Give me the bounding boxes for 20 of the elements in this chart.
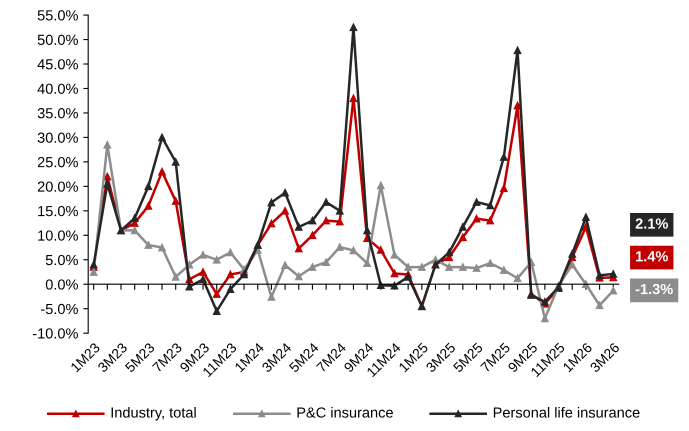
legend-label: Personal life insurance: [494, 406, 640, 418]
data-label: 1.4%: [636, 251, 668, 262]
y-tick-label: 35.0%: [38, 108, 78, 118]
data-label: -1.3%: [636, 284, 673, 294]
y-tick-label: 0.0%: [46, 279, 78, 290]
y-tick-label: 40.0%: [37, 84, 78, 94]
y-tick-label: -10.0%: [32, 328, 78, 339]
y-tick-label: 30.0%: [38, 132, 78, 143]
y-tick-label: 10.0%: [38, 230, 78, 241]
y-tick-label: 15.0%: [38, 206, 78, 216]
data-label: 2.1%: [636, 218, 668, 229]
y-tick-label: 45.0%: [37, 59, 78, 70]
y-tick-label: 50.0%: [38, 34, 78, 45]
y-tick-label: 25.0%: [38, 156, 78, 168]
y-tick-label: 5.0%: [46, 254, 78, 266]
y-tick-label: 55.0%: [38, 10, 78, 21]
legend-label: Industry, total: [112, 406, 196, 421]
legend-label: P&C insurance: [297, 406, 393, 418]
y-tick-label: -5.0%: [41, 304, 78, 314]
y-tick-label: 20.0%: [38, 181, 78, 192]
